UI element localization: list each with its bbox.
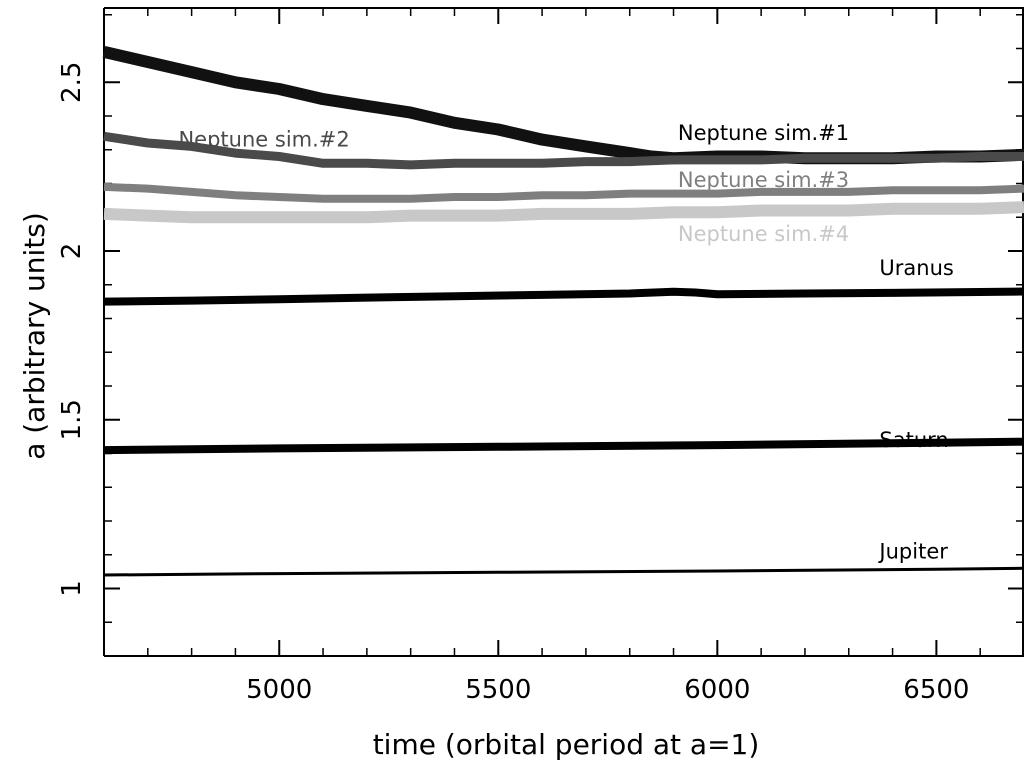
series-label-jupiter: Jupiter xyxy=(877,539,948,563)
series-line-jupiter xyxy=(103,566,1024,577)
series-line-neptune-sim-4 xyxy=(103,201,1024,224)
series-line-neptune-sim-3 xyxy=(103,182,1024,203)
y-tick-label: 2.5 xyxy=(57,62,87,103)
series-label-neptune-sim-3: Neptune sim.#3 xyxy=(678,168,849,192)
y-tick-label: 1 xyxy=(57,580,87,597)
x-tick-label: 6500 xyxy=(903,675,969,705)
x-tick-label: 5500 xyxy=(465,675,531,705)
series-line-neptune-sim-2 xyxy=(103,131,1024,170)
y-axis-title: a (arbitrary units) xyxy=(18,212,51,460)
minor-ticks xyxy=(104,8,1024,656)
y-tick-label: 1.5 xyxy=(57,399,87,440)
x-tick-label: 5000 xyxy=(246,675,312,705)
series-line-uranus xyxy=(103,287,1024,306)
series-label-neptune-sim-4: Neptune sim.#4 xyxy=(678,222,849,246)
major-ticks xyxy=(104,8,1024,656)
series-labels: Neptune sim.#1 Neptune sim.#2 Neptune sim.… xyxy=(178,121,953,564)
y-tick-label: 2 xyxy=(57,243,87,260)
series-label-uranus: Uranus xyxy=(879,256,953,280)
series-lines xyxy=(102,46,1024,577)
series-label-neptune-sim-1: Neptune sim.#1 xyxy=(678,121,849,145)
x-axis-title: time (orbital period at a=1) xyxy=(373,728,760,761)
series-line-saturn xyxy=(103,437,1024,455)
tick-labels: 5000 5500 6000 6500 1 1.5 2 2.5 xyxy=(57,62,969,705)
x-tick-label: 6000 xyxy=(684,675,750,705)
series-label-neptune-sim-2: Neptune sim.#2 xyxy=(178,128,349,152)
series-label-saturn: Saturn xyxy=(879,428,948,452)
